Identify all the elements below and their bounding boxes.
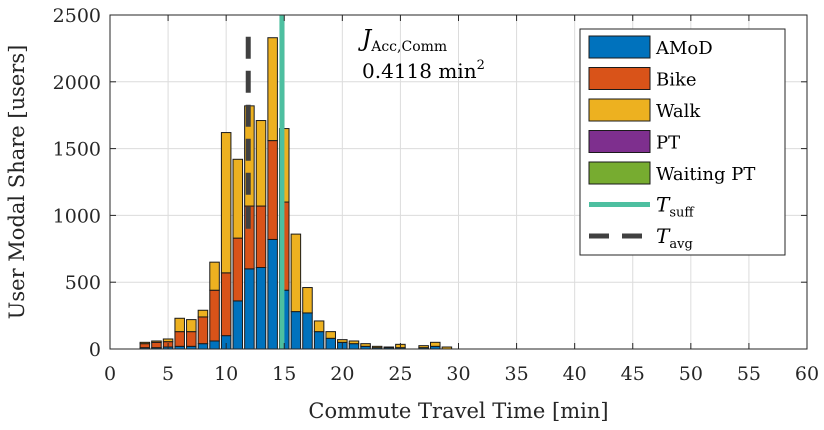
bar-tail [360, 343, 371, 347]
bar-bike [209, 289, 220, 342]
bar-amod [313, 331, 325, 350]
x-tick-label: 15 [272, 363, 296, 385]
bar-walk [186, 319, 197, 333]
x-tick-label: 55 [737, 363, 761, 385]
bar-tail [313, 320, 325, 333]
legend-swatch-bike [588, 67, 651, 90]
bar-bike [220, 272, 232, 337]
bar-walk [267, 37, 278, 142]
bar-tail [371, 345, 383, 349]
bar-walk [197, 309, 209, 318]
bar-amod [290, 311, 302, 350]
x-tick-label: 25 [388, 363, 412, 385]
bar-tail [325, 331, 336, 339]
bar-walk [162, 338, 174, 343]
annotation-symbol: JAcc,Comm [358, 26, 447, 55]
legend-label-t-suff: Tsuff [656, 193, 695, 221]
bar-walk [174, 317, 185, 333]
bar-amod [209, 340, 220, 350]
y-axis-ticks: 0 500 1000 1500 2000 2500 [53, 5, 807, 361]
x-tick-label: 20 [330, 363, 354, 385]
bar-amod [302, 312, 313, 350]
bar-bike [174, 331, 185, 347]
bar-walk [255, 120, 267, 207]
legend-label-bike: Bike [656, 70, 697, 91]
legend-swatch-waiting-pt [588, 161, 651, 185]
x-tick-label: 45 [621, 363, 645, 385]
y-tick-label: 500 [65, 272, 101, 294]
y-tick-label: 2000 [53, 72, 101, 94]
bar-tail [348, 340, 360, 345]
y-tick-label: 1000 [53, 205, 101, 227]
bar-amod [267, 238, 278, 350]
bar-walk [209, 261, 220, 291]
bar-walk [151, 340, 162, 343]
x-tick-label: 5 [162, 363, 174, 385]
x-axis-label: Commute Travel Time [min] [308, 399, 608, 423]
annotation: JAcc,Comm 0.4118 min2 [358, 26, 485, 83]
bar-tail [418, 345, 429, 349]
x-tick-label: 60 [795, 363, 819, 385]
bar-tail [383, 346, 395, 349]
bar-tail [290, 233, 302, 313]
legend: AMoD Bike Walk PT Waiting PT Tsuff Tavg [579, 28, 786, 256]
legend-label-amod: AMoD [655, 38, 713, 59]
bar-amod [244, 268, 255, 350]
bar-bike [255, 205, 267, 269]
bar-bike [151, 341, 162, 349]
bar-amod [197, 343, 209, 350]
bar-tail [302, 287, 313, 314]
legend-swatch-walk [588, 98, 651, 122]
bar-walk [232, 158, 244, 239]
legend-label-t-avg: Tavg [656, 224, 693, 252]
y-axis-label: User Modal Share [users] [5, 45, 29, 320]
y-tick-label: 1500 [53, 139, 101, 161]
bar-bike [186, 331, 197, 347]
bar-tail [337, 339, 348, 343]
bar-amod [325, 337, 336, 350]
x-tick-label: 10 [214, 363, 238, 385]
reference-lines [245, 15, 285, 349]
bar-bike [197, 316, 209, 345]
x-tick-label: 0 [104, 363, 116, 385]
y-tick-label: 2500 [53, 5, 101, 27]
legend-label-pt: PT [656, 133, 680, 154]
x-tick-label: 35 [504, 363, 528, 385]
x-axis-ticks: 0 5 10 15 20 25 30 35 40 45 50 55 60 [104, 15, 819, 385]
bar-bike [139, 343, 151, 349]
x-tick-label: 30 [446, 363, 470, 385]
bar-walk [220, 132, 232, 274]
annotation-value: 0.4118 min2 [362, 58, 485, 83]
bar-bike [267, 140, 278, 240]
bar-walk [139, 341, 151, 345]
legend-swatch-pt [588, 130, 651, 153]
bar-amod [348, 343, 360, 350]
legend-swatch-amod [588, 35, 651, 59]
bar-amod [255, 267, 267, 350]
legend-label-walk: Walk [656, 101, 701, 122]
y-tick-label: 0 [89, 339, 101, 361]
x-tick-label: 50 [679, 363, 703, 385]
x-tick-label: 40 [563, 363, 587, 385]
bar-tail [430, 341, 441, 347]
bar-bike [232, 237, 244, 302]
legend-label-waiting-pt: Waiting PT [656, 164, 755, 185]
bar-amod [232, 300, 244, 350]
